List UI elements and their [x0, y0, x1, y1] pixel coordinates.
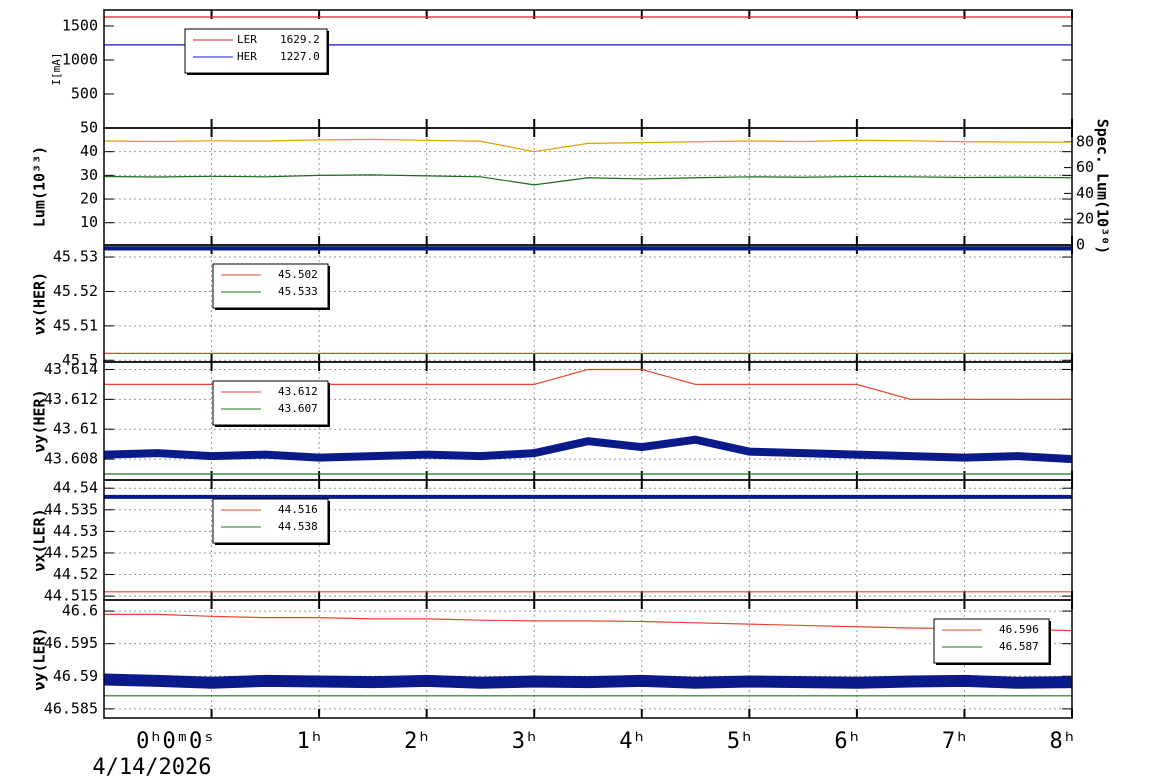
y-tick-label: 1500 [62, 16, 98, 34]
x-tick-label: 6ʰ [834, 729, 861, 754]
series-line [103, 435, 1073, 464]
x-tick-label: 2ʰ [404, 729, 431, 754]
series-line [103, 138, 1073, 153]
x-tick-label: 7ʰ [942, 729, 969, 754]
y-tick-label: 46.59 [53, 667, 98, 685]
legend-label: 45.502 [278, 268, 318, 281]
y-tick-label: 44.52 [53, 565, 98, 583]
legend-box [212, 498, 329, 544]
y2-axis-label: Spec. Lum(10³⁰) [1094, 119, 1112, 254]
y-axis-label: I[mA] [50, 52, 63, 85]
y-tick-label: 45.52 [53, 282, 98, 300]
legend-label: 43.612 [278, 385, 318, 398]
y-tick-label: 45.5 [62, 351, 98, 369]
y2-tick-label: 60 [1076, 158, 1094, 176]
y-tick-label: 40 [80, 142, 98, 160]
y-axis-label: νx(LER) [31, 508, 49, 571]
y-tick-label: 44.53 [53, 522, 98, 540]
legend-value: 1227.0 [280, 50, 320, 63]
y-tick-label: 20 [80, 190, 98, 208]
y2-tick-label: 20 [1076, 210, 1094, 228]
x-tick-label: 3ʰ [512, 729, 539, 754]
y-tick-label: 46.585 [44, 699, 98, 717]
legend-label: HER [237, 50, 257, 63]
series-line [103, 174, 1073, 186]
y-tick-label: 44.525 [44, 543, 98, 561]
x-tick-label: 4ʰ [619, 729, 646, 754]
y-tick-label: 46.6 [62, 602, 98, 620]
legend-box [933, 618, 1050, 664]
x-tick-label: 0ʰ0ᵐ0ˢ [136, 729, 215, 754]
legend-label: 44.538 [278, 520, 318, 533]
legend-label: 44.516 [278, 503, 318, 516]
y-tick-label: 1000 [62, 50, 98, 68]
x-tick-label: 5ʰ [727, 729, 754, 754]
y-tick-label: 43.61 [53, 420, 98, 438]
date-label: 4/14/2026 [92, 755, 211, 780]
y2-tick-label: 0 [1076, 236, 1085, 254]
legend-label: 46.587 [999, 640, 1039, 653]
y-axis-label: Lum(10³³) [31, 146, 49, 227]
legend-label: 43.607 [278, 402, 318, 415]
y-tick-label: 45.53 [53, 248, 98, 266]
x-tick-label: 8ʰ [1050, 729, 1077, 754]
y-tick-label: 45.51 [53, 316, 98, 334]
legend-box [212, 380, 329, 426]
y-tick-label: 50 [80, 119, 98, 137]
y-tick-label: 10 [80, 213, 98, 231]
y-tick-label: 30 [80, 166, 98, 184]
legend-label: 46.596 [999, 623, 1039, 636]
y-tick-label: 44.535 [44, 500, 98, 518]
y-tick-label: 43.614 [44, 360, 98, 378]
y-tick-label: 44.515 [44, 587, 98, 605]
legend-label: LER [237, 33, 257, 46]
legend-box [184, 28, 328, 74]
y2-tick-label: 40 [1076, 184, 1094, 202]
legend-label: 45.533 [278, 285, 318, 298]
y-tick-label: 46.595 [44, 634, 98, 652]
series-line [103, 673, 1073, 689]
y-tick-label: 43.612 [44, 390, 98, 408]
legend-box [212, 263, 329, 309]
legend-value: 1629.2 [280, 33, 320, 46]
plot-frame [103, 127, 1073, 246]
y-axis-label: νy(LER) [31, 627, 49, 690]
y-tick-label: 500 [71, 84, 98, 102]
y-axis-label: νy(HER) [31, 389, 49, 452]
y2-tick-label: 80 [1076, 132, 1094, 150]
y-axis-label: νx(HER) [31, 272, 49, 335]
x-tick-label: 1ʰ [297, 729, 324, 754]
series-line [104, 613, 1073, 632]
y-tick-label: 43.608 [44, 450, 98, 468]
y-tick-label: 44.54 [53, 479, 98, 497]
plot-frame [103, 599, 1073, 719]
